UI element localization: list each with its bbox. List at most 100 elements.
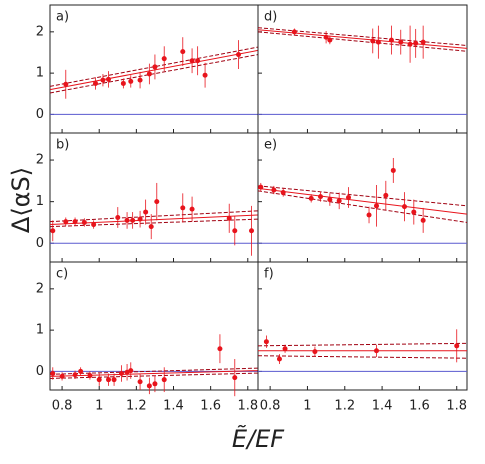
panel-label: f) (264, 267, 274, 282)
data-point (318, 194, 324, 200)
data-point (63, 219, 69, 225)
data-point (195, 58, 201, 64)
panel-label: e) (264, 138, 277, 153)
data-point (217, 346, 223, 352)
data-point (258, 184, 264, 190)
confidence-upper (49, 367, 259, 375)
data-point (146, 71, 152, 77)
data-point (124, 217, 130, 223)
x-tick-label: 1 (95, 399, 103, 414)
data-point (78, 368, 84, 374)
data-point (327, 37, 333, 43)
data-point (249, 228, 254, 234)
panel-frame (257, 261, 468, 391)
confidence-lower (257, 31, 468, 52)
confidence-lower (49, 54, 259, 94)
y-tick-label: 1 (36, 194, 44, 209)
data-point (143, 209, 149, 215)
panel-frame (257, 132, 468, 263)
data-point (271, 187, 277, 193)
y-tick-label: 0 (36, 364, 44, 379)
data-point (383, 192, 389, 198)
data-point (128, 78, 134, 84)
data-point (152, 64, 158, 70)
data-point (152, 381, 158, 387)
data-point (120, 80, 126, 86)
data-point (154, 199, 160, 205)
data-point (232, 228, 238, 234)
x-tick-label: 0.8 (260, 399, 281, 414)
data-point (189, 206, 195, 212)
data-point (148, 224, 154, 230)
data-point (375, 39, 381, 45)
data-point (50, 370, 56, 376)
x-tick-label: 1.8 (446, 399, 467, 414)
y-tick-label: 2 (36, 153, 44, 168)
data-point (161, 377, 167, 383)
data-point (130, 217, 136, 223)
confidence-lower (49, 218, 259, 228)
data-point (327, 197, 333, 203)
data-point (180, 205, 186, 211)
confidence-upper (257, 27, 468, 46)
x-tick-label: 1.4 (372, 399, 393, 414)
data-point (282, 346, 288, 352)
data-point (180, 49, 186, 55)
data-point (106, 76, 111, 82)
x-tick-label: 1.6 (200, 399, 221, 414)
data-point (276, 356, 282, 362)
x-tick-label: 1.8 (237, 399, 258, 414)
data-point (312, 349, 318, 355)
data-point (407, 41, 413, 47)
data-point (119, 370, 124, 376)
panel-frame (49, 132, 259, 263)
data-point (115, 214, 121, 220)
data-point (161, 56, 167, 62)
data-point (106, 377, 111, 383)
y-axis-label: Δ⟨αS⟩ (7, 167, 35, 233)
data-point (232, 375, 238, 381)
data-point (390, 167, 396, 173)
data-point (370, 38, 376, 44)
data-point (72, 219, 78, 225)
data-point (411, 209, 417, 215)
data-point (59, 373, 65, 379)
fit-line (49, 49, 259, 91)
data-point (96, 377, 102, 383)
data-point (137, 77, 143, 83)
data-point (146, 383, 152, 389)
fit-line (257, 29, 468, 49)
panel-label: c) (56, 267, 68, 282)
data-point (398, 39, 404, 45)
data-point (63, 81, 69, 87)
data-point (454, 343, 460, 349)
data-point (373, 348, 379, 354)
y-tick-label: 0 (36, 107, 44, 122)
x-tick-label: 0.8 (52, 399, 73, 414)
data-point (263, 339, 269, 345)
confidence-lower (257, 190, 468, 223)
data-point (111, 377, 117, 383)
data-point (388, 37, 394, 43)
x-tick-label: 1.2 (126, 399, 147, 414)
data-point (236, 52, 241, 58)
data-point (413, 40, 419, 46)
data-point (366, 212, 372, 218)
confidence-upper (49, 210, 259, 223)
confidence-upper (257, 342, 468, 347)
data-point (50, 228, 56, 234)
y-tick-label: 2 (36, 24, 44, 39)
data-point (323, 34, 329, 40)
y-tick-label: 0 (36, 236, 44, 251)
data-point (280, 190, 286, 196)
x-tick-label: 1 (303, 399, 311, 414)
data-point (346, 195, 352, 200)
data-point (189, 58, 195, 64)
y-tick-label: 1 (36, 66, 44, 81)
x-tick-label: 1.2 (334, 399, 355, 414)
data-point (137, 379, 143, 385)
confidence-lower (49, 372, 259, 379)
data-point (87, 373, 93, 379)
panel-label: a) (56, 10, 69, 25)
